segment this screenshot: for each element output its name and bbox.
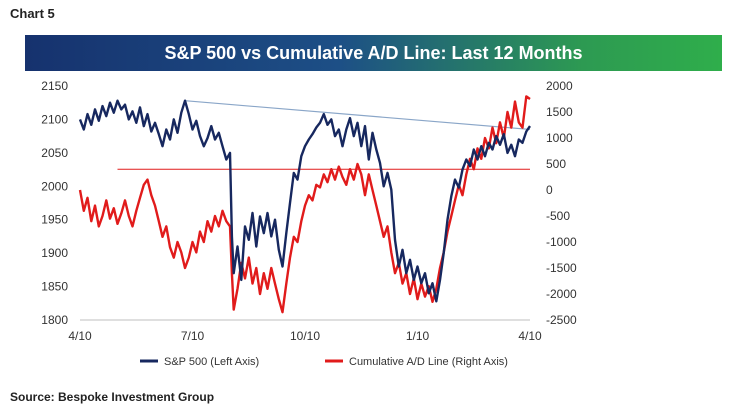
legend-entry: S&P 500 (Left Axis) [164,356,259,368]
x-tick-label: 7/10 [181,329,205,343]
y-right-tick-label: -500 [546,209,570,223]
x-tick-label: 4/10 [68,329,92,343]
y-right-tick-label: -1000 [546,235,577,249]
chart-number-label: Chart 5 [10,6,55,21]
y-right-tick-label: 2000 [546,79,573,93]
legend-entry: Cumulative A/D Line (Right Axis) [349,356,508,368]
sp500-series-line [78,99,531,303]
y-right-tick-label: -2000 [546,287,577,301]
x-tick-label: 10/10 [290,329,320,343]
y-right-tick-label: 0 [546,183,553,197]
y-right-tick-label: -1500 [546,261,577,275]
x-tick-label: 1/10 [406,329,430,343]
y-right-tick-label: -2500 [546,313,577,327]
y-left-tick-label: 1900 [41,246,68,260]
y-left-tick-label: 1950 [41,213,68,227]
y-right-tick-label: 1500 [546,105,573,119]
chart-title: S&P 500 vs Cumulative A/D Line: Last 12 … [25,35,722,71]
y-left-tick-label: 2150 [41,79,68,93]
y-left-tick-label: 2050 [41,146,68,160]
y-left-tick-label: 1850 [41,280,68,294]
y-right-tick-label: 1000 [546,131,573,145]
y-left-tick-label: 2100 [41,112,68,126]
y-left-tick-label: 1800 [41,313,68,327]
source-note: Source: Bespoke Investment Group [10,390,215,404]
y-left-tick-label: 2000 [41,179,68,193]
x-tick-label: 4/10 [518,329,542,343]
trend-line [184,100,531,131]
y-right-tick-label: 500 [546,157,566,171]
ad-line-series-line [78,95,531,314]
